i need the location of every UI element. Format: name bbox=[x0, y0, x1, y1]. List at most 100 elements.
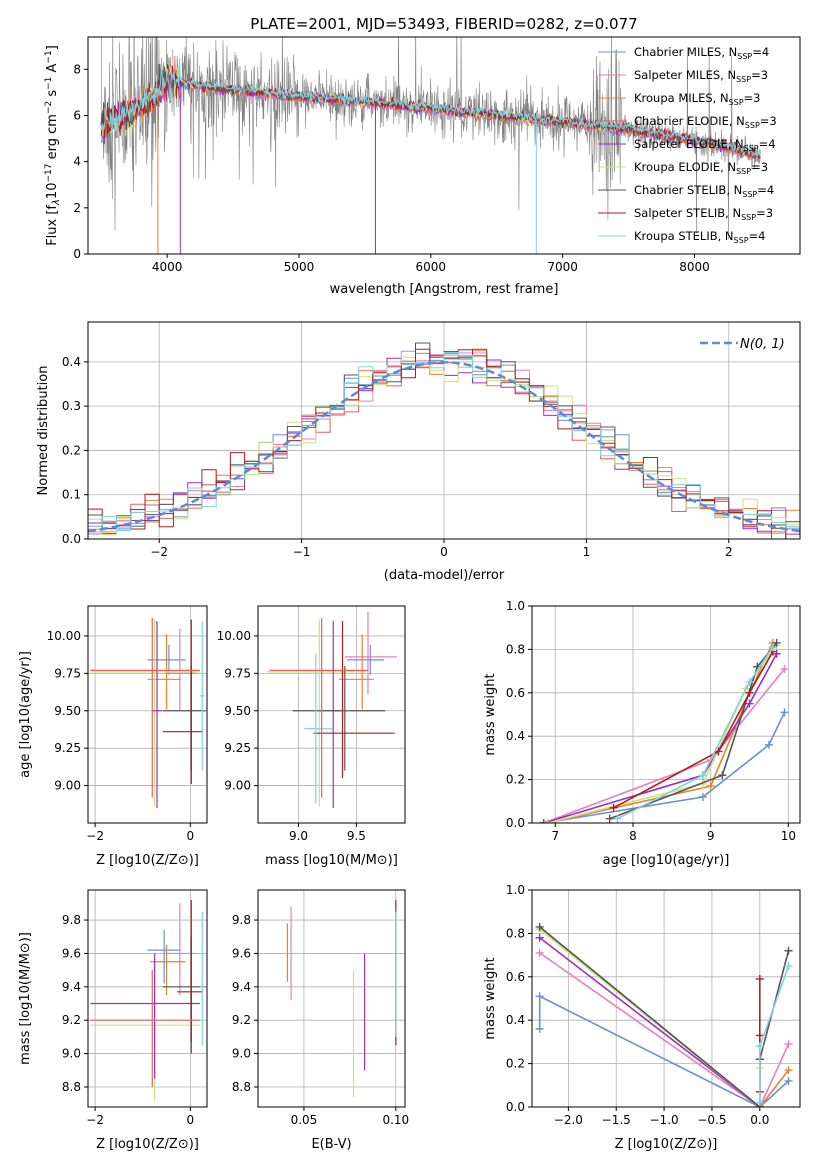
y-tick-label: 9.4 bbox=[232, 980, 251, 994]
plot-area bbox=[90, 900, 206, 1101]
y-tick-label: 9.2 bbox=[232, 1013, 251, 1027]
mass-weight-marker bbox=[745, 699, 754, 708]
x-tick-label: 6000 bbox=[416, 260, 447, 274]
mass-weight-marker bbox=[698, 771, 707, 780]
histogram-step bbox=[88, 352, 800, 531]
plot-area bbox=[267, 611, 397, 809]
mass-weight-marker bbox=[768, 643, 777, 652]
x-tick-label: 7 bbox=[551, 829, 559, 843]
y-tick-label: 9.2 bbox=[62, 1013, 81, 1027]
y-tick-label: 10.00 bbox=[47, 629, 81, 643]
mass-weight-marker bbox=[764, 740, 773, 749]
y-tick-label: 8.8 bbox=[232, 1080, 251, 1094]
axes-frame bbox=[257, 605, 406, 824]
x-axis-label: Z [log10(Z/Z⊙)] bbox=[615, 1137, 718, 1152]
mass-weight-line bbox=[543, 653, 778, 823]
plot-area bbox=[286, 900, 397, 1097]
x-tick-label: 0.0 bbox=[750, 1113, 769, 1127]
massweight-vs-age-panel: 7 8 9 10 0.0 0.2 0.4 0.6 0.8 1.0 age [log10(age/yr… bbox=[483, 599, 801, 868]
y-tick-label: 9.4 bbox=[62, 980, 81, 994]
x-tick-label: 1 bbox=[583, 545, 591, 559]
mass-weight-marker bbox=[543, 819, 552, 823]
mass-weight-marker bbox=[745, 677, 754, 686]
y-tick-label: 0.0 bbox=[506, 1100, 525, 1114]
legend-label: Salpeter ELODIE, NSSP=4 bbox=[634, 137, 776, 153]
residual-histogram-panel: −2 −1 0 1 2 0.0 0.1 0.2 0.3 0.4 (data-model)/error… bbox=[36, 321, 801, 583]
legend-label: Kroupa STELIB, NSSP=4 bbox=[634, 229, 765, 245]
axes-frame bbox=[87, 605, 208, 824]
y-tick-label: 0.2 bbox=[506, 1057, 525, 1071]
mass-weight-marker bbox=[535, 933, 544, 942]
mass-weight-marker bbox=[718, 771, 727, 780]
x-tick-label: −2 bbox=[86, 829, 104, 843]
x-tick-label: 0.05 bbox=[291, 1113, 318, 1127]
x-tick-label: 7000 bbox=[547, 260, 578, 274]
y-tick-label: 0.4 bbox=[506, 729, 525, 743]
legend-label: Chabrier ELODIE, NSSP=3 bbox=[634, 114, 777, 130]
y-tick-label: 8 bbox=[73, 62, 81, 76]
y-tick-label: 0.0 bbox=[62, 532, 81, 546]
y-axis-label: Normed distribution bbox=[36, 366, 51, 496]
y-axis-label: mass [log10(M/M⊙)] bbox=[18, 932, 33, 1065]
y-tick-label: 9.25 bbox=[224, 741, 251, 755]
y-tick-label: 9.6 bbox=[232, 946, 251, 960]
y-tick-label: 9.25 bbox=[54, 741, 81, 755]
mass-weight-marker bbox=[784, 1040, 793, 1049]
y-tick-label: 9.8 bbox=[62, 913, 81, 927]
mass-weight-marker bbox=[605, 814, 614, 823]
y-tick-label: 0.8 bbox=[506, 926, 525, 940]
y-tick-label: 1.0 bbox=[506, 599, 525, 613]
mass-weight-marker bbox=[784, 1076, 793, 1085]
y-tick-label: 0.1 bbox=[62, 488, 81, 502]
y-tick-label: 8.8 bbox=[62, 1080, 81, 1094]
legend-label: Salpeter MILES, NSSP=3 bbox=[634, 68, 768, 84]
mass-weight-line bbox=[538, 995, 790, 1107]
y-axis-label: mass weight bbox=[483, 673, 498, 755]
mass-weight-marker bbox=[535, 922, 544, 931]
x-tick-label: −2 bbox=[86, 1113, 104, 1127]
x-tick-label: 0 bbox=[440, 545, 448, 559]
y-tick-label: 0 bbox=[73, 247, 81, 261]
x-axis-label: Z [log10(Z/Z⊙)] bbox=[96, 853, 199, 868]
x-tick-label: 0.10 bbox=[382, 1113, 409, 1127]
model-spectrum-line bbox=[100, 58, 761, 157]
legend-label: Kroupa ELODIE, NSSP=3 bbox=[634, 160, 768, 176]
x-axis-label: wavelength [Angstrom, rest frame] bbox=[330, 282, 559, 297]
mass-weight-marker bbox=[535, 948, 544, 957]
mass-weight-marker bbox=[780, 708, 789, 717]
x-axis-label: E(B-V) bbox=[311, 1137, 351, 1152]
y-tick-label: 9.0 bbox=[62, 1047, 81, 1061]
legend-label: Salpeter STELIB, NSSP=3 bbox=[634, 206, 773, 222]
y-tick-label: 9.6 bbox=[62, 946, 81, 960]
mass-vs-Z-panel: −2 0 8.8 9.0 9.2 9.4 9.6 9.8 Z [log10(Z/Z⊙)] mass… bbox=[18, 889, 208, 1152]
x-axis-label: Z [log10(Z/Z⊙)] bbox=[96, 1137, 199, 1152]
y-tick-label: 4 bbox=[73, 155, 81, 169]
mass-weight-marker bbox=[613, 814, 622, 823]
y-axis-label: age [log10(age/yr)] bbox=[18, 651, 33, 778]
mass-weight-line bbox=[539, 952, 790, 1107]
y-tick-label: 2 bbox=[73, 201, 81, 215]
mass-weight-marker bbox=[714, 747, 723, 756]
y-tick-label: 9.00 bbox=[54, 779, 81, 793]
y-axis-label: mass weight bbox=[483, 957, 498, 1039]
mass-weight-marker bbox=[780, 664, 789, 673]
axes-frame bbox=[531, 605, 801, 824]
y-tick-label: 0.4 bbox=[62, 355, 81, 369]
mass-weight-marker bbox=[755, 1031, 764, 1040]
mass-weight-line bbox=[617, 646, 774, 820]
figure-title: PLATE=2001, MJD=53493, FIBERID=0282, z=0… bbox=[250, 15, 637, 33]
y-tick-label: 9.50 bbox=[54, 704, 81, 718]
mass-weight-marker bbox=[784, 946, 793, 955]
x-tick-label: 9.5 bbox=[347, 829, 366, 843]
axes-frame bbox=[531, 889, 801, 1108]
plot-area bbox=[88, 342, 800, 539]
x-tick-label: 4000 bbox=[152, 260, 183, 274]
y-tick-label: 0.3 bbox=[62, 399, 81, 413]
mass-weight-marker bbox=[698, 792, 707, 801]
y-tick-label: 9.0 bbox=[232, 1047, 251, 1061]
x-tick-label: −2 bbox=[150, 545, 168, 559]
axes-frame bbox=[87, 889, 208, 1108]
plot-area bbox=[535, 922, 793, 1107]
